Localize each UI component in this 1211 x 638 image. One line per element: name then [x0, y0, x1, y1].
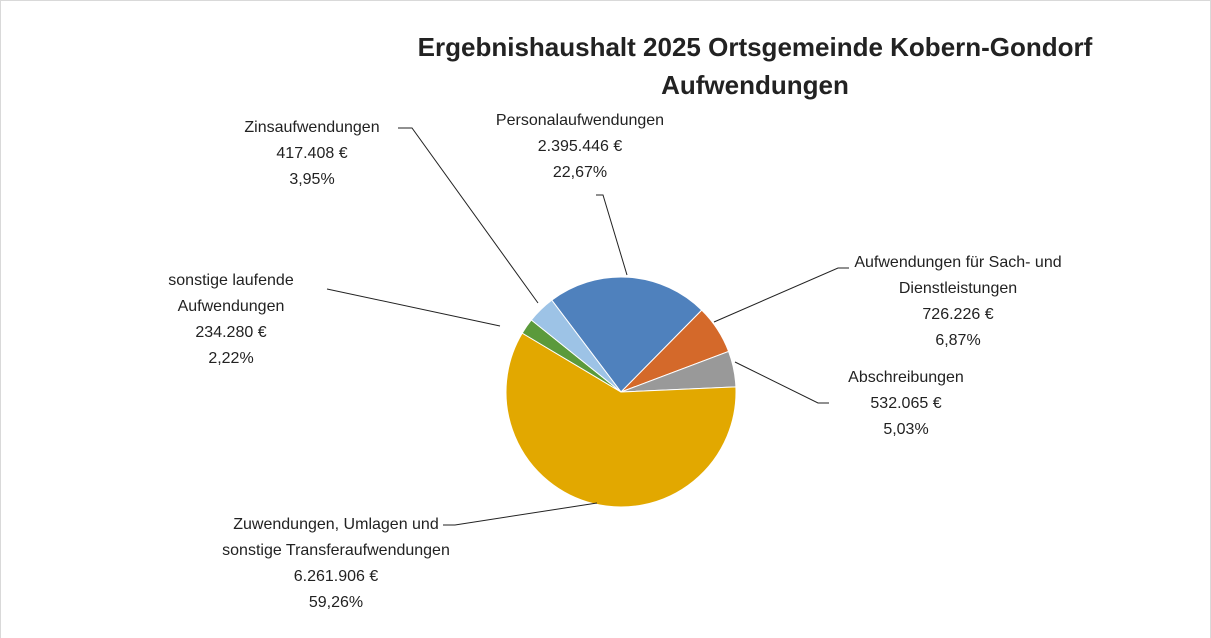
category-label: Zuwendungen, Umlagen und sonstige Transf…: [222, 516, 450, 559]
percentage-label: 22,67%: [552, 164, 608, 181]
pie-slice: [530, 299, 622, 393]
value-label: 726.226 €: [922, 306, 994, 323]
leader-line: [734, 361, 829, 404]
percentage-label: 6,87%: [935, 332, 981, 349]
data-label: Zuwendungen, Umlagen und sonstige Transf…: [221, 512, 451, 616]
value-label: 2.395.446 €: [537, 138, 623, 155]
chart-title: Ergebnishaushalt 2025 Ortsgemeinde Kober…: [417, 32, 1093, 100]
category-label: Zinsaufwendungen: [244, 119, 380, 136]
category-label: Abschreibungen: [848, 369, 964, 386]
data-label: Abschreibungen 532.065 € 5,03%: [806, 365, 1006, 443]
category-label: Personalaufwendungen: [495, 112, 665, 129]
pie: [505, 276, 737, 508]
leader-line: [596, 194, 628, 276]
value-label: 234.280 €: [195, 324, 267, 341]
data-label: Personalaufwendungen 2.395.446 € 22,67%: [460, 108, 700, 186]
percentage-label: 2,22%: [208, 350, 254, 367]
percentage-label: 59,26%: [308, 594, 364, 611]
leader-line: [326, 288, 501, 327]
percentage-label: 3,95%: [289, 171, 335, 188]
leader-line: [713, 267, 849, 323]
data-label: Zinsaufwendungen 417.408 € 3,95%: [212, 115, 412, 193]
value-label: 6.261.906 €: [293, 568, 379, 585]
data-label: Aufwendungen für Sach- und Dienstleistun…: [833, 250, 1083, 354]
data-label: sonstige laufende Aufwendungen 234.280 € 2…: [144, 268, 319, 372]
value-label: 532.065 €: [870, 395, 942, 412]
category-label: Aufwendungen für Sach- und Dienstleistun…: [854, 254, 1062, 297]
leader-line: [443, 502, 598, 526]
percentage-label: 5,03%: [883, 421, 929, 438]
category-label: sonstige laufende Aufwendungen: [168, 272, 294, 315]
leader-line: [398, 127, 539, 304]
pie-slice: [551, 276, 703, 393]
value-label: 417.408 €: [276, 145, 348, 162]
